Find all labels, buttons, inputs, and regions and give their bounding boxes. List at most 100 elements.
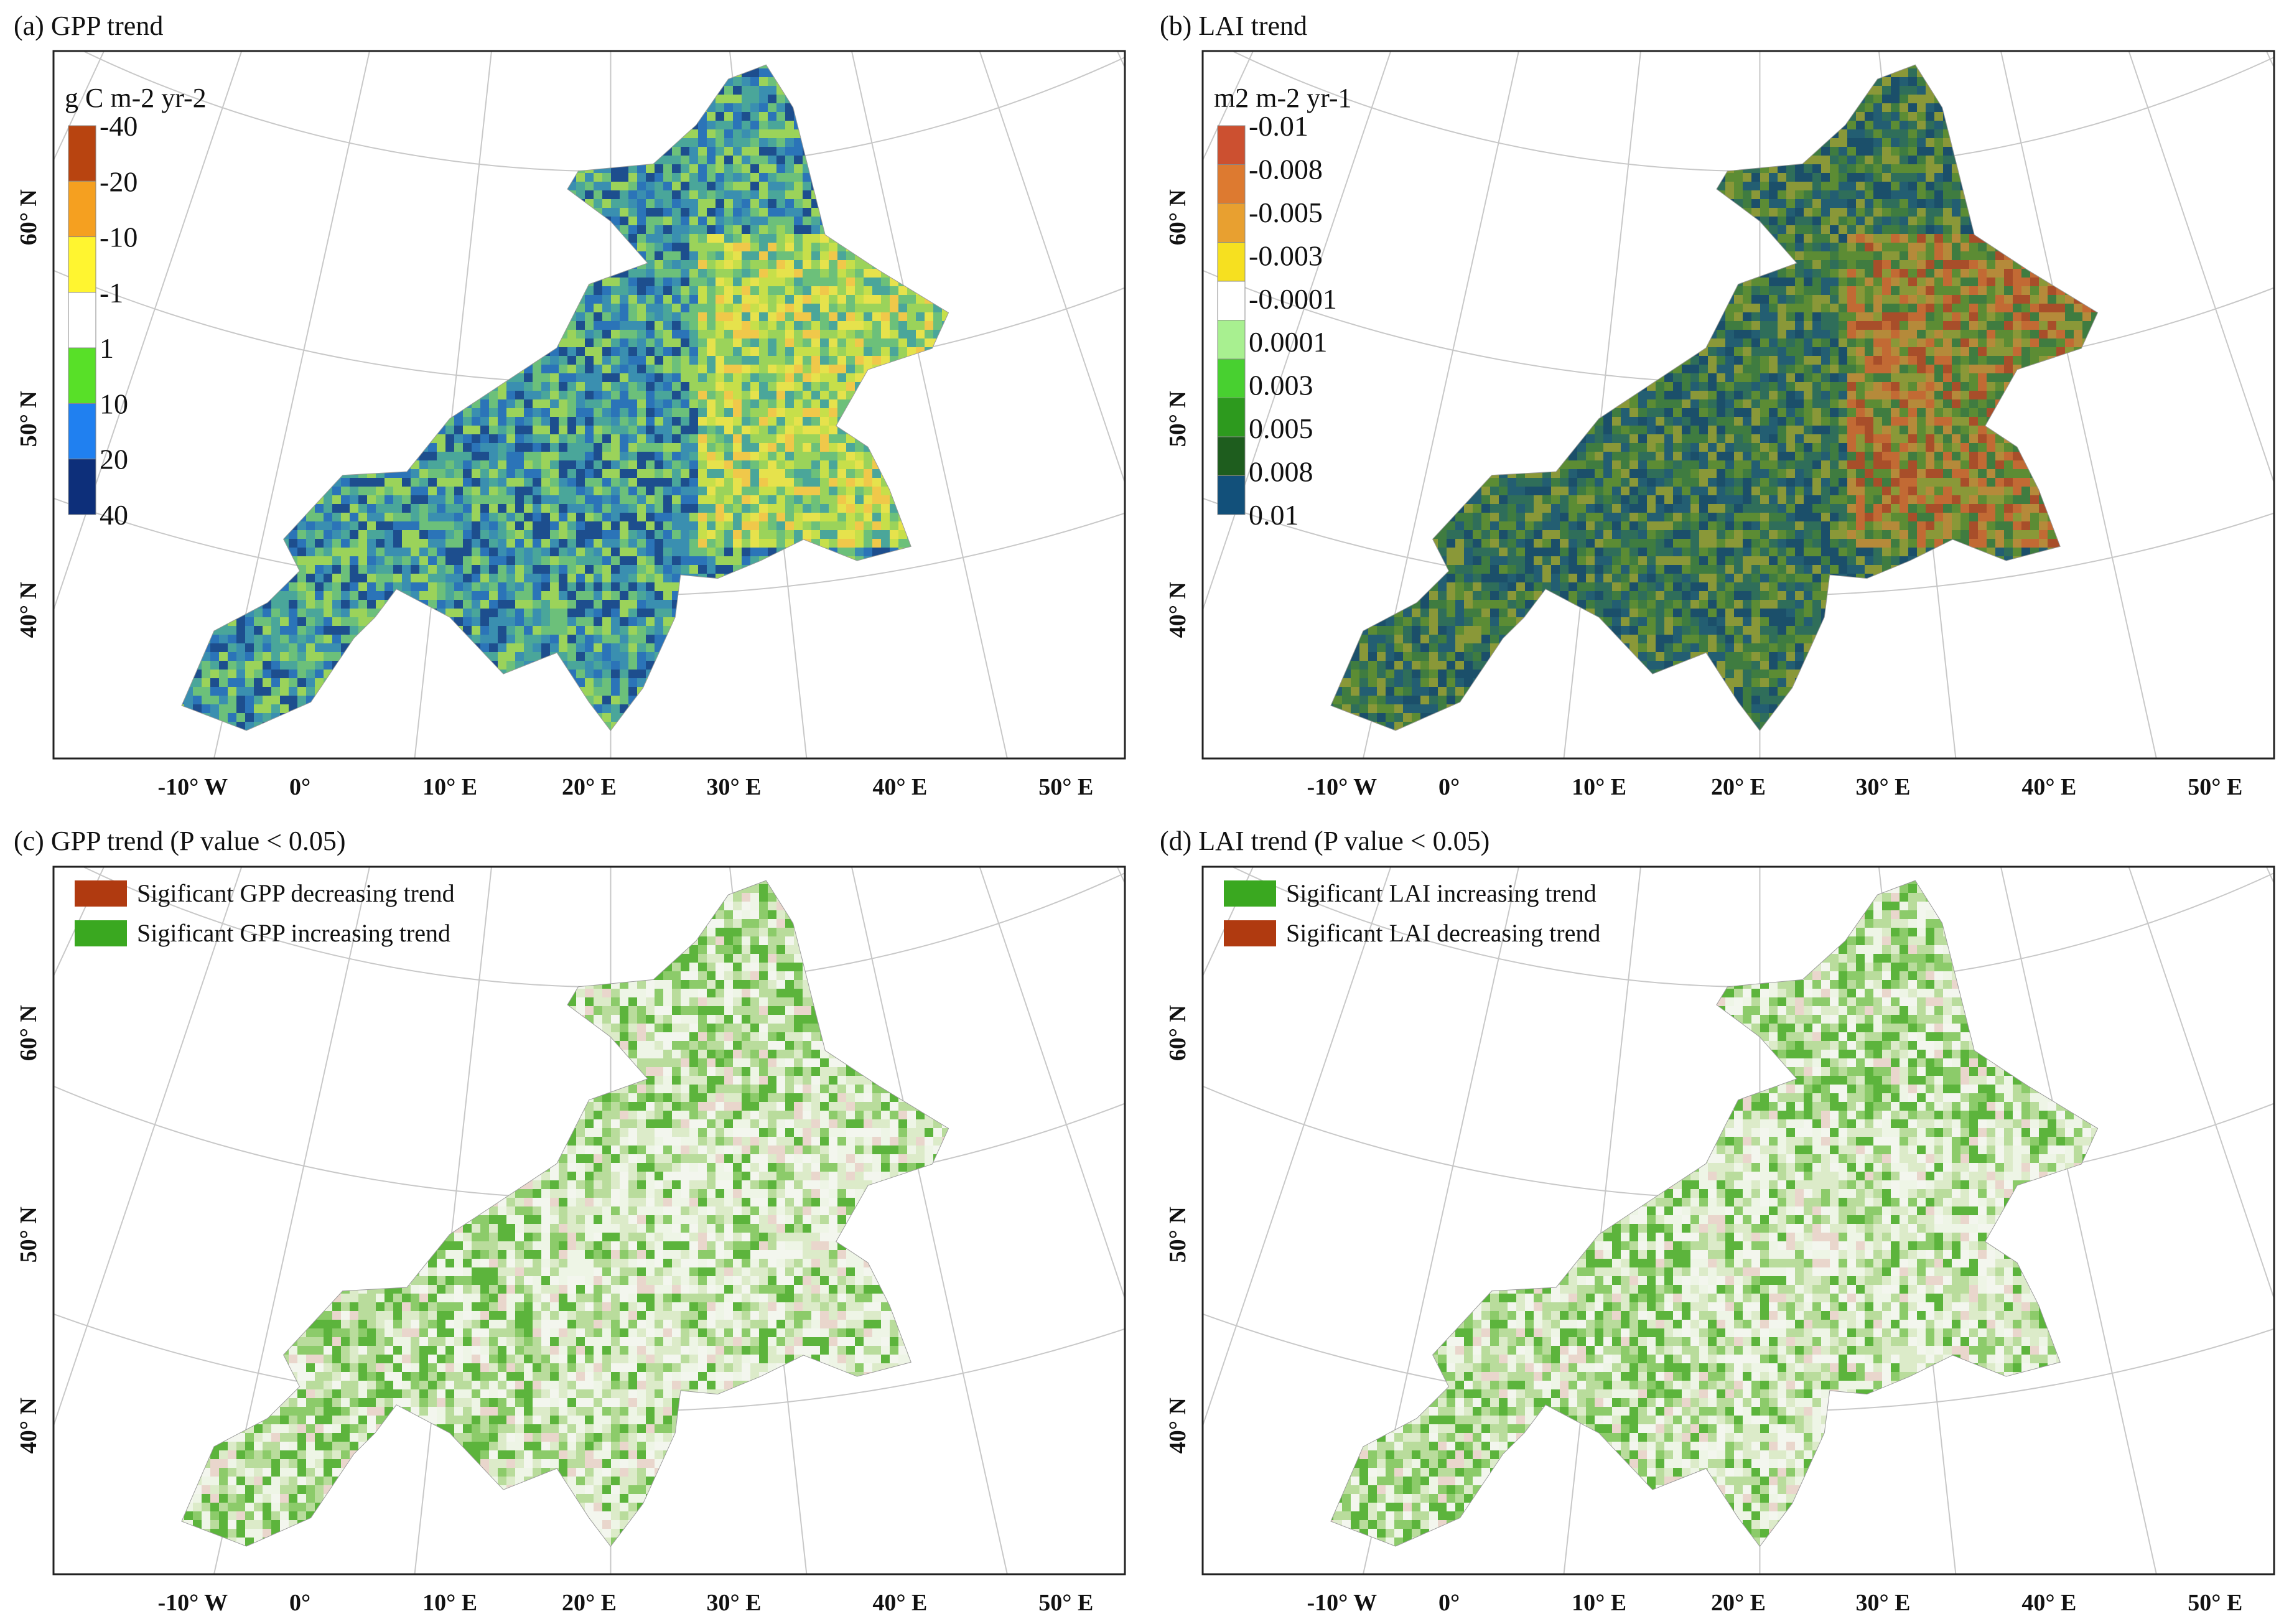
longitude-label: 0°: [289, 774, 310, 800]
latitude-label: 40° N: [16, 1398, 42, 1454]
longitude-line: [1563, 867, 1641, 1574]
colorbar-label: -0.008: [1249, 153, 1323, 185]
legend-swatch: [75, 880, 127, 907]
legend-swatch: [1224, 920, 1276, 946]
longitude-label: 50° E: [2188, 1590, 2242, 1616]
colorbar-label: 40: [100, 499, 128, 531]
legend-swatch: [1224, 880, 1276, 907]
colorbar-swatch: [68, 180, 96, 238]
colorbar-label: 0.008: [1249, 456, 1313, 488]
longitude-label: 50° E: [1038, 774, 1093, 800]
longitude-label: 0°: [1438, 774, 1460, 800]
significance-legend: Sigificant GPP decreasing trend Sigifican…: [75, 879, 455, 947]
longitude-line: [2000, 867, 2157, 1574]
map-frame: [1201, 866, 2275, 1575]
longitude-label: 40° E: [2021, 1590, 2076, 1616]
colorbar-swatch: [68, 403, 96, 460]
colorbar-swatch: [1217, 436, 1246, 476]
colorbar-label: 0.003: [1249, 370, 1313, 401]
longitude-label: 10° E: [422, 774, 477, 800]
latitude-label: 60° N: [16, 1005, 42, 1061]
longitude-label: 20° E: [1711, 774, 1766, 800]
colorbar-swatch: [68, 347, 96, 404]
latitude-label: 40° N: [1165, 1398, 1191, 1454]
longitude-label: 50° E: [2188, 774, 2242, 800]
longitude-label: 40° E: [2021, 774, 2076, 800]
longitude-label: 40° E: [872, 1590, 927, 1616]
longitude-line: [851, 51, 1008, 758]
latitude-label: 50° N: [16, 1206, 42, 1262]
colorbar-label: -0.005: [1249, 197, 1323, 228]
latitude-label: 50° N: [16, 391, 42, 447]
panel-d-title: (d) LAI trend (P value < 0.05): [1160, 828, 1489, 855]
longitude-label: 0°: [289, 1590, 310, 1616]
colorbar-label: 20: [100, 444, 128, 475]
colorbar: g C m-2 yr-2-40 -20 -10 -1 1 10 20 40: [65, 83, 207, 531]
colorbar-swatch: [1217, 203, 1246, 243]
longitude-line: [205, 0, 1760, 1415]
panel-c-title: (c) GPP trend (P value < 0.05): [14, 828, 346, 855]
significance-legend: Sigificant LAI increasing trend Sigifican…: [1224, 879, 1600, 947]
latitude-label: 60° N: [1165, 1005, 1191, 1061]
longitude-label: 30° E: [1855, 1590, 1910, 1616]
colorbar-label: 1: [100, 332, 114, 364]
longitude-label: 30° E: [1855, 774, 1910, 800]
longitude-label: 30° E: [706, 1590, 761, 1616]
map-frame: [52, 866, 1126, 1575]
colorbar-label: -0.003: [1249, 240, 1323, 271]
latitude-line: [1231, 51, 2274, 172]
colorbar-swatch: [1217, 164, 1246, 204]
longitude-label: 30° E: [706, 774, 761, 800]
colorbar-swatch: [1217, 125, 1246, 165]
latitude-label: 40° N: [16, 582, 42, 638]
colorbar-label: 0.01: [1249, 499, 1299, 531]
longitude-label: -10° W: [1307, 774, 1378, 800]
legend-label: Sigificant LAI increasing trend: [1286, 879, 1597, 907]
colorbar-label: -40: [100, 110, 138, 142]
longitude-line: [414, 867, 492, 1574]
colorbar-label: 0.0001: [1249, 326, 1328, 358]
colorbar-label: -0.01: [1249, 110, 1308, 142]
longitude-line: [851, 867, 1008, 1574]
colorbar-label: -20: [100, 166, 138, 197]
longitude-label: 10° E: [1572, 1590, 1626, 1616]
longitude-line: [1362, 51, 1519, 758]
trend-pixels: [1331, 65, 2097, 730]
colorbar-label: -1: [100, 277, 123, 309]
longitude-label: 10° E: [422, 1590, 477, 1616]
longitude-line: [213, 51, 370, 758]
latitude-label: 50° N: [1165, 391, 1191, 447]
colorbar-label: -10: [100, 222, 138, 253]
colorbar-swatch: [68, 292, 96, 348]
colorbar-swatch: [68, 459, 96, 515]
map-frame: [52, 50, 1126, 760]
colorbar-swatch: [68, 236, 96, 293]
colorbar-swatch: [1217, 475, 1246, 515]
colorbar-swatch: [1217, 320, 1246, 360]
longitude-label: 50° E: [1038, 1590, 1093, 1616]
colorbar-swatch: [1217, 242, 1246, 282]
colorbar-swatch: [1217, 398, 1246, 437]
colorbar-swatch: [1217, 281, 1246, 320]
latitude-line: [734, 0, 2289, 796]
map-frame: [1201, 50, 2275, 760]
longitude-label: -10° W: [158, 1590, 228, 1616]
panel-b-title: (b) LAI trend: [1160, 12, 1307, 40]
longitude-label: 20° E: [562, 774, 617, 800]
legend-label: Sigificant LAI decreasing trend: [1286, 919, 1600, 947]
colorbar-unit: g C m-2 yr-2: [65, 83, 207, 113]
legend-label: Sigificant GPP increasing trend: [137, 919, 450, 947]
colorbar-label: 10: [100, 388, 128, 419]
latitude-label: 60° N: [16, 189, 42, 245]
longitude-label: 0°: [1438, 1590, 1460, 1616]
longitude-label: -10° W: [1307, 1590, 1378, 1616]
trend-pixels: [182, 65, 948, 730]
colorbar: m2 m-2 yr-1-0.01 -0.008 -0.005 -0.003 -0.000…: [1214, 83, 1352, 531]
latitude-label: 60° N: [1165, 189, 1191, 245]
trend-pixels: [1331, 880, 2097, 1546]
legend-swatch: [75, 920, 127, 946]
longitude-label: 20° E: [562, 1590, 617, 1616]
longitude-line: [213, 867, 370, 1574]
legend-label: Sigificant GPP decreasing trend: [137, 879, 455, 907]
